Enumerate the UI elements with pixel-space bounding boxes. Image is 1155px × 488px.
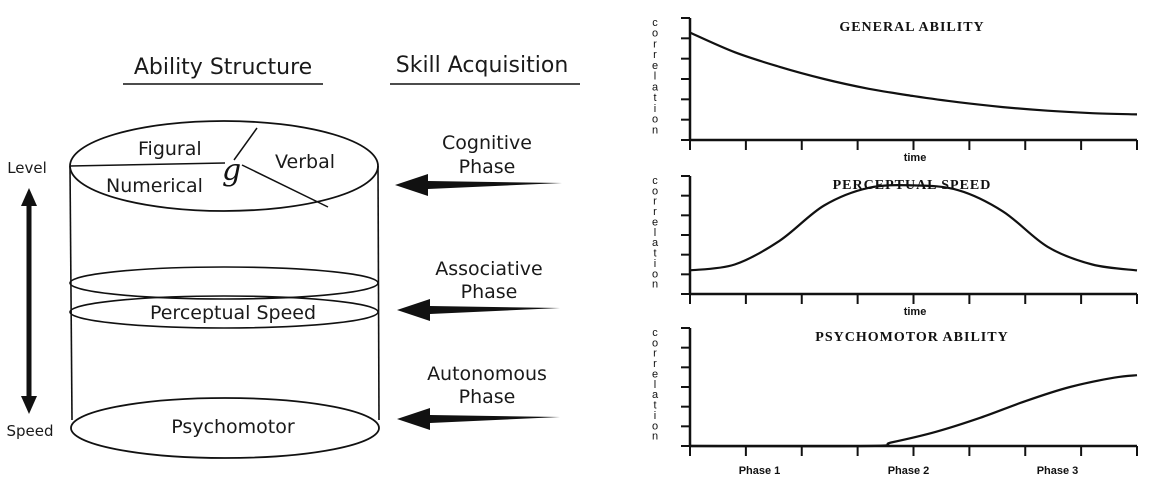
y-axis-label-char: t xyxy=(653,248,656,260)
phase-tick-label: Phase 2 xyxy=(888,465,930,477)
y-axis-label-char: i xyxy=(654,103,656,115)
bottom-ellipse xyxy=(70,397,380,459)
y-axis-label-char: i xyxy=(654,258,656,270)
x-axis-label: time xyxy=(904,306,927,318)
y-axis-label-char: r xyxy=(653,38,657,50)
psychomotor-label: Psychomotor xyxy=(171,416,295,438)
y-axis-label-char: n xyxy=(652,431,658,443)
divider-left xyxy=(69,162,226,167)
y-axis-label-char: l xyxy=(654,71,656,83)
x-axis-label: time xyxy=(904,152,927,164)
cylinder-left-wall xyxy=(69,165,73,421)
verbal-label: Verbal xyxy=(275,151,335,173)
cognitive-phase-arrow xyxy=(395,174,562,196)
y-axis-label-char: c xyxy=(652,175,658,187)
y-axis-label-char: r xyxy=(653,196,657,208)
perceptual-band-ellipse xyxy=(69,295,379,329)
autonomous-phase-line2: Phase xyxy=(459,386,516,408)
y-axis-label-char: o xyxy=(652,337,658,349)
y-axis-label-char: c xyxy=(652,327,658,339)
associative-phase-line1: Associative xyxy=(435,258,542,280)
y-axis-label-char: r xyxy=(653,206,657,218)
y-axis-label-char: n xyxy=(652,279,658,291)
ability-structure-heading: Ability Structure xyxy=(134,55,312,80)
y-axis-label-char: c xyxy=(652,17,658,29)
series-line xyxy=(689,374,1138,448)
y-axis-label-char: r xyxy=(653,348,657,360)
chart-title: PSYCHOMOTOR ABILITY xyxy=(815,330,1008,345)
cognitive-phase-line2: Phase xyxy=(459,156,516,178)
y-axis-label-char: e xyxy=(652,216,658,228)
y-axis-label-char: e xyxy=(652,60,658,72)
autonomous-phase-arrow xyxy=(397,408,560,430)
autonomous-phase-line1: Autonomous xyxy=(427,363,547,385)
figural-label: Figural xyxy=(138,138,202,160)
level-label: Level xyxy=(7,159,47,177)
y-axis-label-char: a xyxy=(652,237,659,249)
y-axis-label-char: o xyxy=(652,268,658,280)
y-axis-label-char: o xyxy=(652,185,658,197)
y-axis-label-char: n xyxy=(652,124,658,136)
speed-label: Speed xyxy=(6,422,53,440)
y-axis-label-char: t xyxy=(653,92,656,104)
y-axis-label-char: i xyxy=(654,410,656,422)
skill-acquisition-heading: Skill Acquisition xyxy=(396,53,569,78)
associative-phase-line2: Phase xyxy=(461,281,518,303)
cognitive-phase-line1: Cognitive xyxy=(442,132,532,154)
y-axis-label-char: l xyxy=(654,227,656,239)
level-speed-arrow xyxy=(21,188,37,414)
y-axis-label-char: o xyxy=(652,114,658,126)
y-axis-label-char: a xyxy=(652,81,659,93)
upper-band-ellipse xyxy=(69,266,379,300)
numerical-label: Numerical xyxy=(106,175,203,197)
series-line xyxy=(689,31,1138,116)
y-axis-label-char: o xyxy=(652,420,658,432)
chart-title: GENERAL ABILITY xyxy=(839,20,984,35)
divider-top xyxy=(233,127,258,161)
divider-right xyxy=(241,164,329,208)
y-axis-label-char: t xyxy=(653,400,656,412)
y-axis-label-char: r xyxy=(653,49,657,61)
associative-phase-arrow xyxy=(397,299,560,321)
phase-tick-label: Phase 3 xyxy=(1037,465,1079,477)
g-factor-label: g xyxy=(222,153,241,188)
perceptual-speed-label: Perceptual Speed xyxy=(150,302,316,324)
y-axis-label-char: l xyxy=(654,379,656,391)
series-line xyxy=(689,184,1138,272)
phase-tick-label: Phase 1 xyxy=(739,465,781,477)
cylinder-right-wall xyxy=(377,165,380,421)
ability-cylinder: Figural Numerical Verbal g Perceptual Sp… xyxy=(69,120,380,459)
y-axis-label-char: a xyxy=(652,389,659,401)
y-axis-label-char: e xyxy=(652,368,658,380)
y-axis-label-char: r xyxy=(653,358,657,370)
y-axis-label-char: o xyxy=(652,28,658,40)
